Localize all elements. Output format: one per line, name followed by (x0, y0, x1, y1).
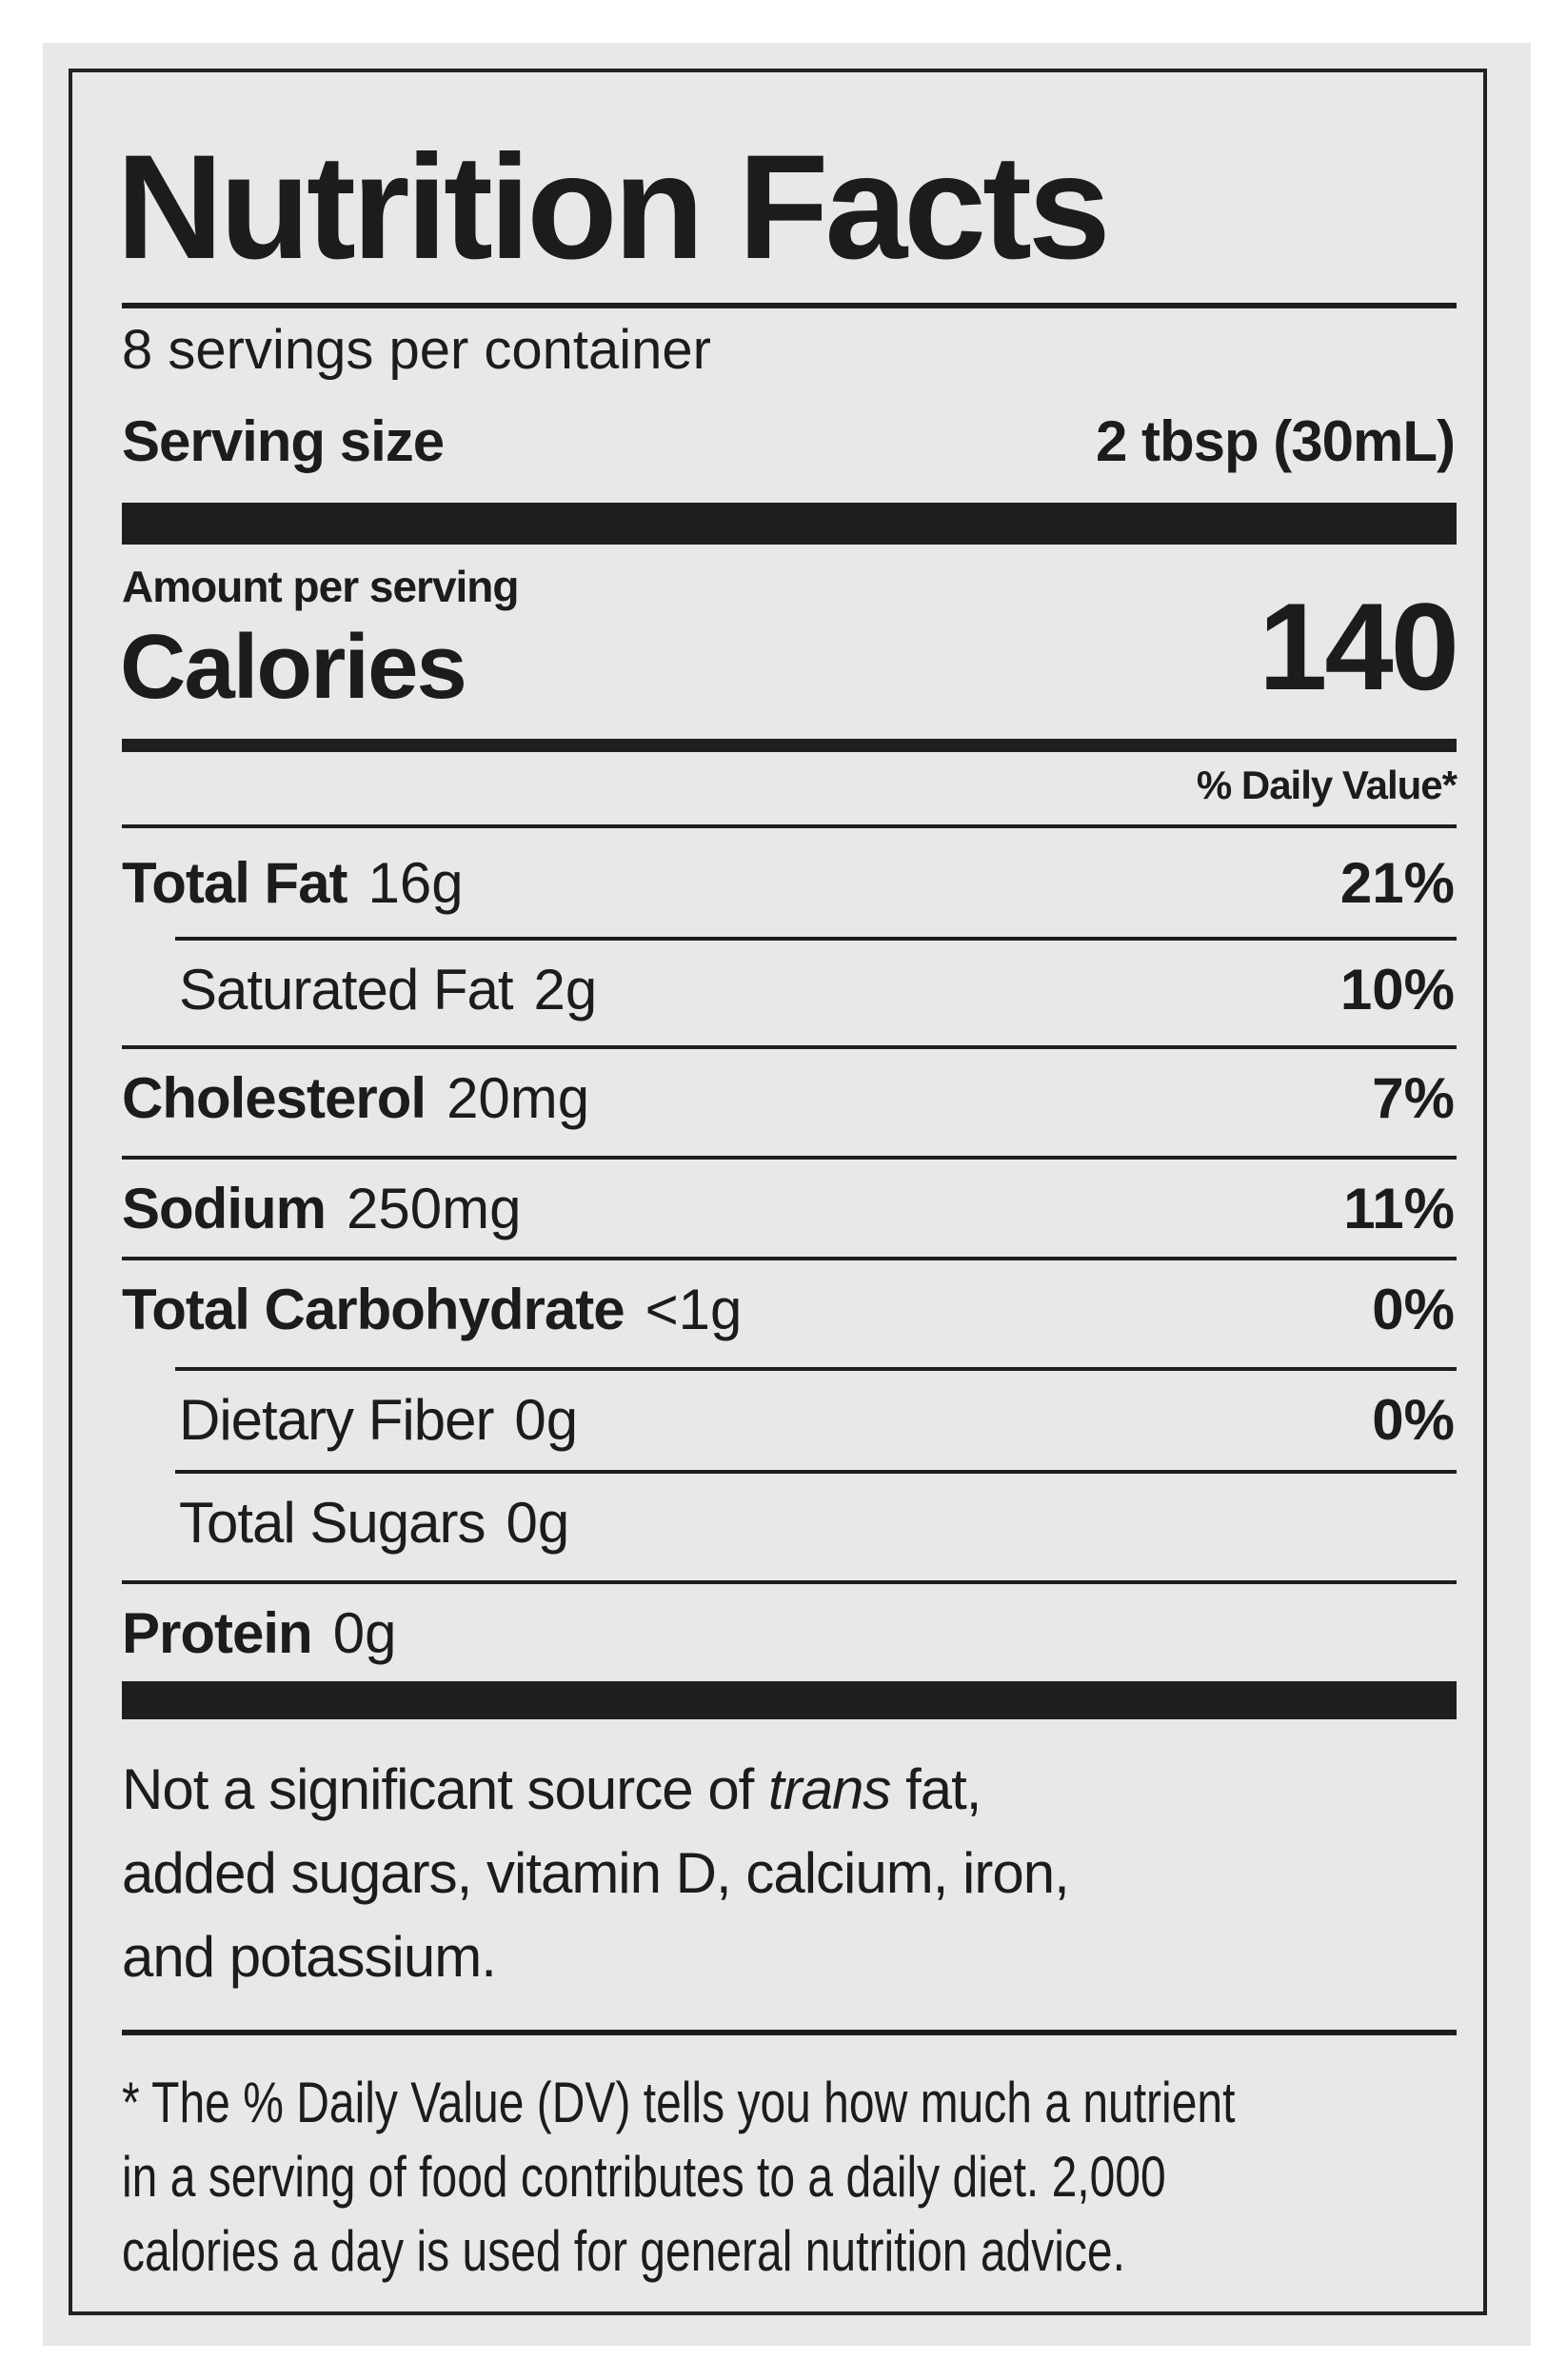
nutrient-amount: 2g (533, 958, 598, 1021)
not-significant-line-2: added sugars, vitamin D, calcium, iron, (122, 1841, 1070, 1905)
divider (122, 1156, 1457, 1160)
nutrient-daily-value: 7% (1372, 1066, 1455, 1130)
nutrient-amount: 0g (332, 1601, 397, 1665)
footnote-line-1: * The % Daily Value (DV) tells you how m… (122, 2066, 1514, 2140)
servings-per-container: 8 servings per container (122, 319, 711, 381)
divider (175, 1367, 1457, 1371)
nutrient-daily-value: 10% (1339, 958, 1455, 1021)
label-background (43, 43, 1531, 2346)
footnote-line-2: in a serving of food contributes to a da… (122, 2140, 1427, 2214)
divider (175, 937, 1457, 941)
nutrient-name: Total Fat (122, 851, 348, 915)
nutrient-amount: 0g (514, 1388, 579, 1452)
not-significant-line-3: and potassium. (122, 1925, 497, 1989)
nutrient-row: Saturated Fat 2g 10% (122, 952, 1455, 1028)
nutrient-amount: <1g (645, 1278, 743, 1341)
text: * The % Daily Value (DV) tells you how m… (122, 2071, 1236, 2134)
nutrition-facts-label (69, 69, 1487, 2315)
nutrient-row: Total Carbohydrate <1g 0% (122, 1272, 1455, 1348)
nutrient-row: Total Fat 16g 21% (122, 845, 1455, 922)
nutrient-name: Cholesterol (122, 1066, 426, 1130)
calories-value: 140 (1259, 577, 1459, 716)
thick-divider (122, 1681, 1457, 1719)
calories-label: Calories (120, 616, 467, 718)
text: Not a significant source of (122, 1757, 769, 1821)
text: calories a day is used for general nutri… (122, 2219, 1125, 2283)
nutrient-amount: 20mg (446, 1066, 590, 1130)
divider (122, 1045, 1457, 1049)
nutrient-name: Total Carbohydrate (122, 1278, 625, 1341)
daily-value-header: % Daily Value* (1196, 763, 1458, 807)
nutrient-name: Saturated Fat (179, 958, 514, 1021)
footnote-line-3: calories a day is used for general nutri… (122, 2214, 1376, 2289)
trans-italic: trans (768, 1757, 891, 1821)
serving-size-label: Serving size (122, 409, 445, 473)
nutrient-daily-value: 21% (1339, 851, 1455, 915)
serving-size-value: 2 tbsp (30mL) (1095, 409, 1456, 473)
thick-divider (122, 503, 1457, 545)
nutrient-row: Cholesterol 20mg 7% (122, 1061, 1455, 1137)
nutrient-row: Dietary Fiber 0g 0% (122, 1382, 1455, 1458)
nutrient-name: Sodium (122, 1177, 327, 1240)
divider (122, 1257, 1457, 1260)
not-significant-line-1: Not a significant source of trans fat, (122, 1750, 982, 1830)
nutrient-row: Protein 0g (122, 1596, 1455, 1672)
divider (122, 303, 1457, 308)
nutrient-row: Sodium 250mg 11% (122, 1171, 1455, 1247)
nutrient-name: Dietary Fiber (179, 1388, 494, 1452)
label-title: Nutrition Facts (116, 125, 1111, 290)
nutrient-row: Total Sugars 0g (122, 1485, 1455, 1561)
nutrient-amount: 0g (506, 1491, 570, 1555)
text: fat, (890, 1757, 982, 1821)
nutrient-amount: 16g (367, 851, 464, 915)
amount-per-serving: Amount per serving (122, 562, 520, 611)
medium-divider (122, 739, 1457, 752)
divider (122, 2030, 1457, 2035)
text: in a serving of food contributes to a da… (122, 2145, 1166, 2209)
nutrient-name: Total Sugars (179, 1491, 486, 1555)
nutrient-daily-value: 0% (1372, 1278, 1455, 1341)
nutrient-daily-value: 0% (1372, 1388, 1455, 1452)
nutrient-amount: 250mg (347, 1177, 522, 1240)
divider (122, 1580, 1457, 1584)
divider (122, 824, 1457, 828)
divider (175, 1470, 1457, 1474)
nutrient-daily-value: 11% (1343, 1177, 1455, 1240)
nutrient-name: Protein (122, 1601, 313, 1665)
